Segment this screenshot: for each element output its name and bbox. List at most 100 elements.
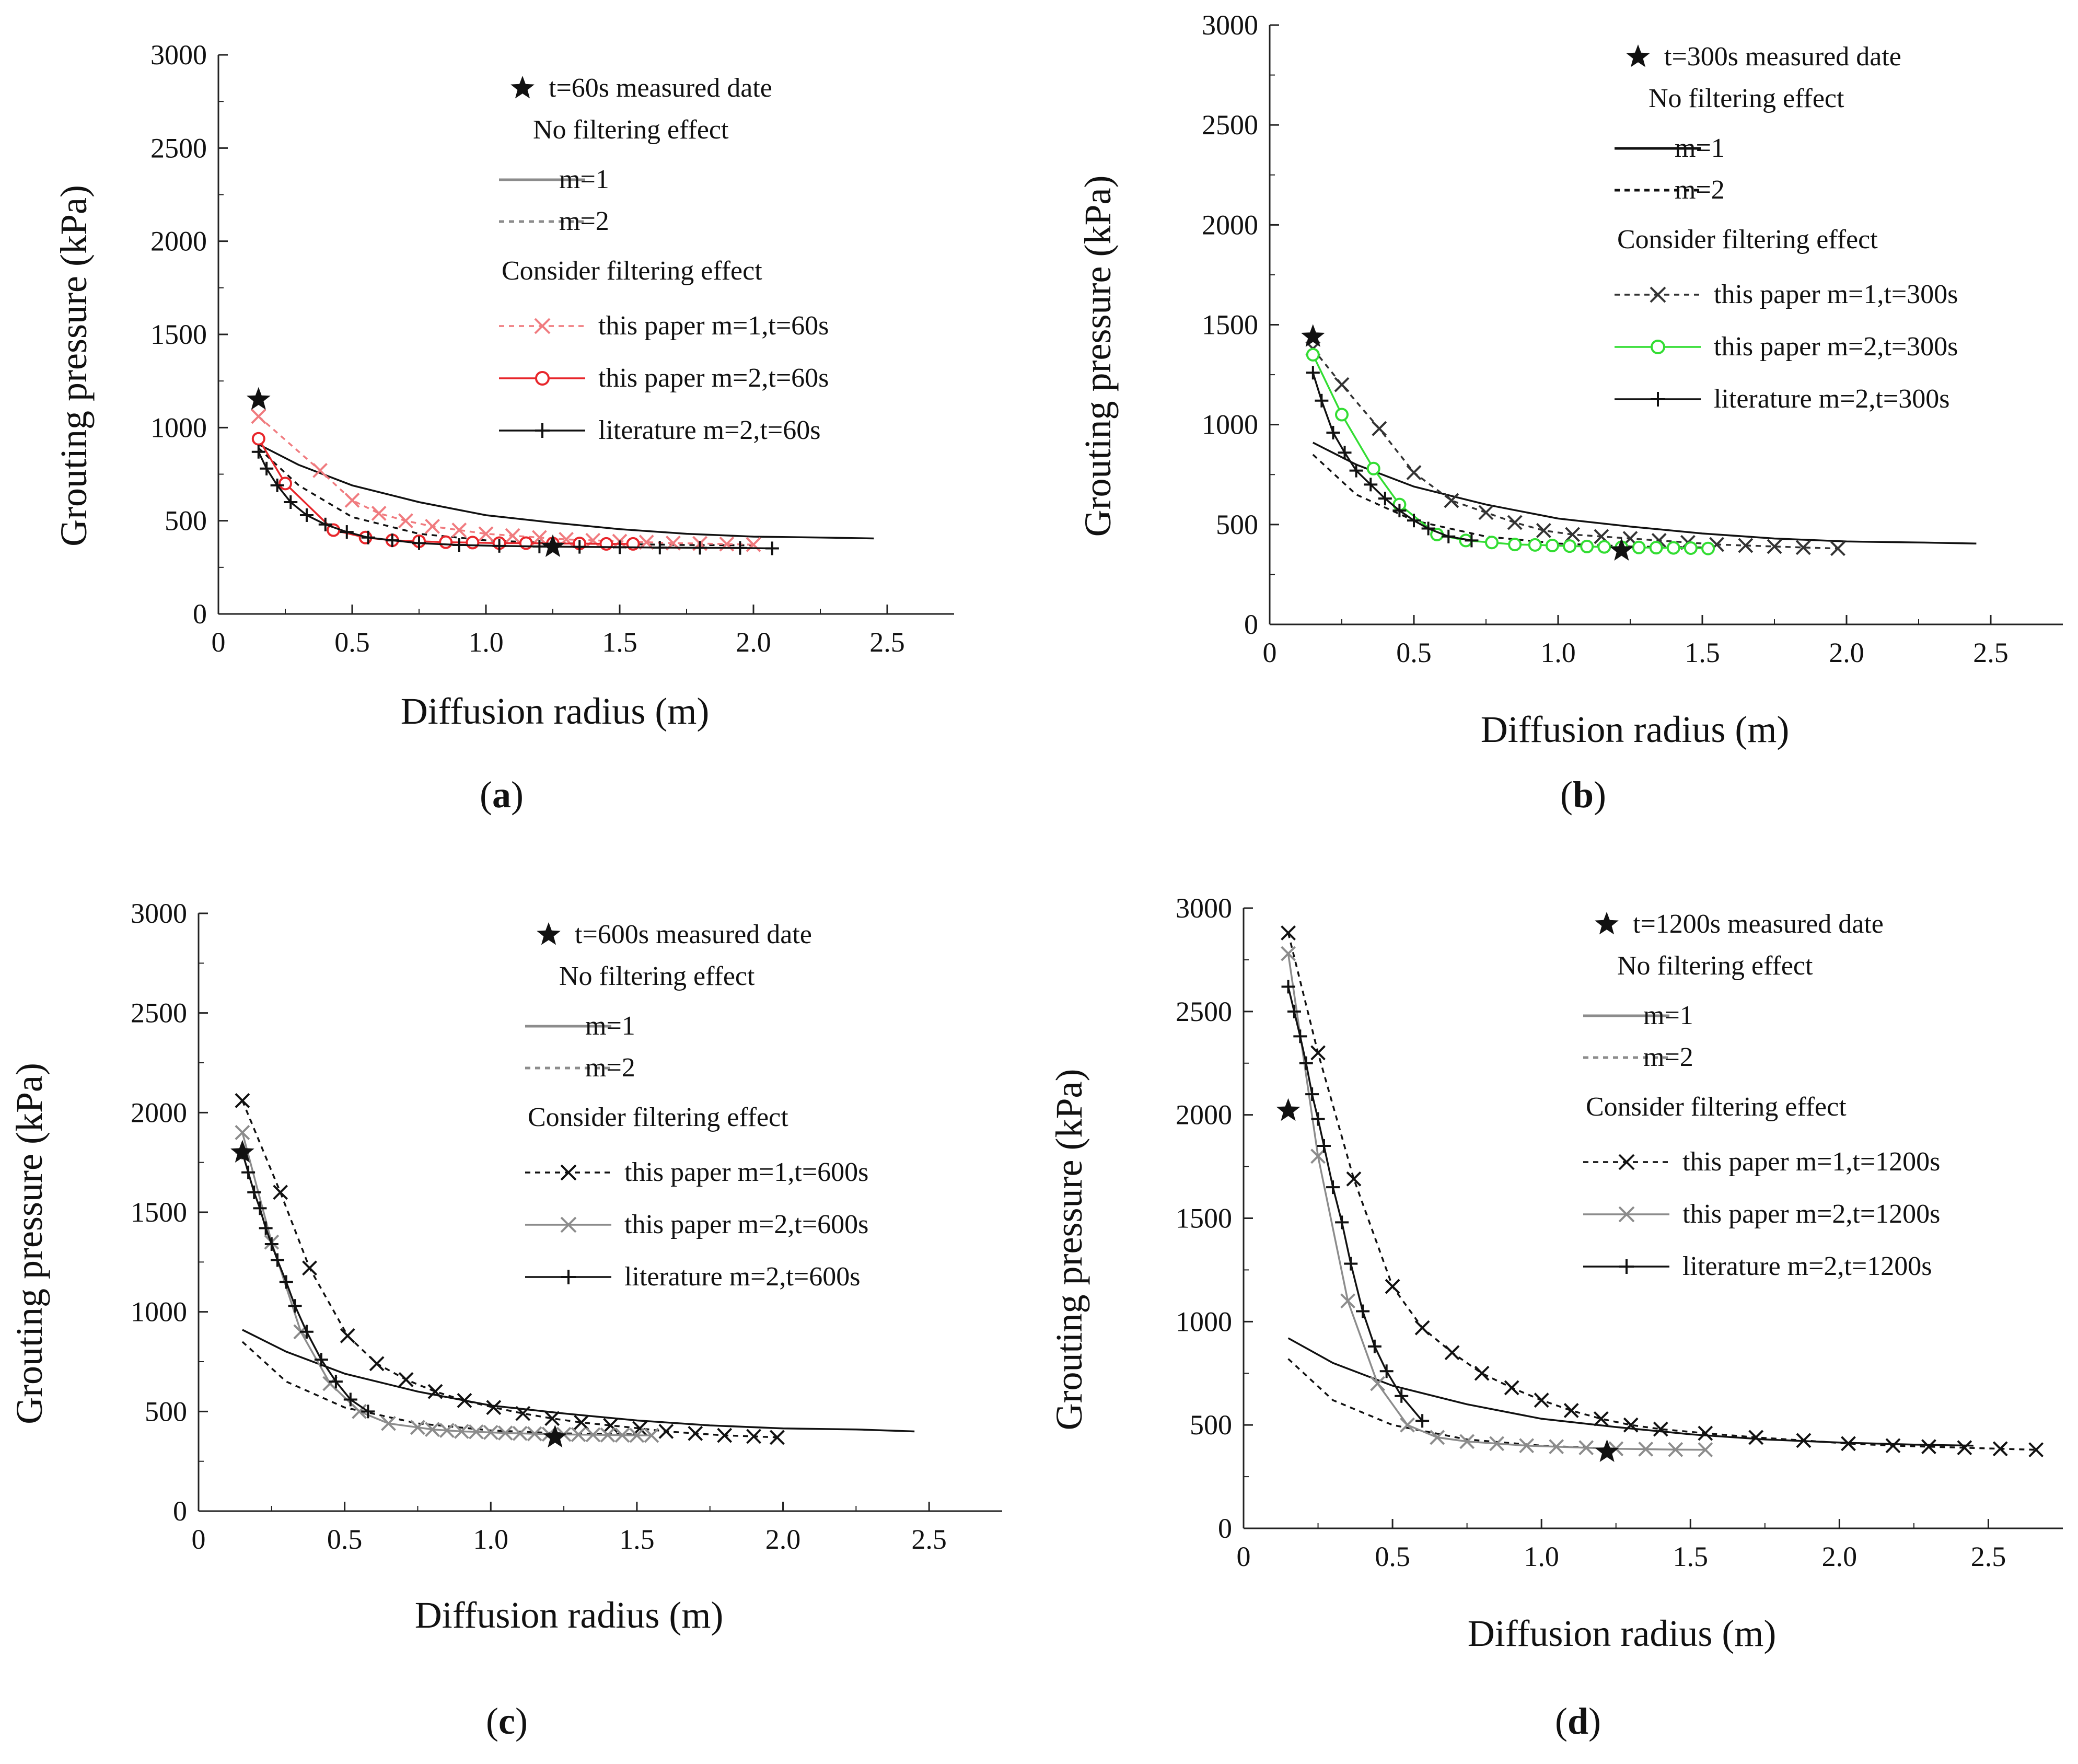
x-tick-label: 0 — [1237, 1541, 1251, 1572]
chart-panel-a: 0 0.5 1.0 1.5 2.0 2.5 0 500 1000 1500 2000 2500 3000… — [53, 39, 954, 816]
series-4-point-11-b — [1578, 1440, 1594, 1456]
panel-label: (d) — [1555, 1700, 1601, 1742]
x-tick-label: 1.0 — [468, 626, 504, 658]
series-3-point-9-b — [1565, 527, 1581, 542]
series-3-point-18-b — [746, 1429, 762, 1444]
legend-entry-4: m=2 — [1675, 175, 1725, 205]
series-4-point-19 — [1701, 541, 1715, 555]
x-tick-label: 2.0 — [1822, 1541, 1858, 1572]
series-3-point-6-b — [1444, 1345, 1460, 1361]
legend-entry-6: this paper m=1,t=60s — [598, 311, 829, 341]
series-line-1 — [258, 443, 874, 540]
x-tick-label: 1.5 — [602, 626, 637, 658]
series-4-point-5-b — [1400, 1417, 1415, 1433]
chart-panel-c: 0 0.5 1.0 1.5 2.0 2.5 0 500 1000 1500 2000 2500 3000… — [8, 898, 1002, 1742]
series-4-point-6-b — [381, 1415, 396, 1431]
x-tick-label: 2.5 — [869, 626, 905, 658]
measured-star-2 — [543, 1424, 567, 1448]
series-3-point-17-b — [717, 1428, 733, 1443]
legend-entry-8: literature m=2,t=60s — [598, 415, 820, 445]
series-3-point-7-b — [451, 523, 467, 538]
series-3-point-16-b — [688, 1425, 703, 1441]
measured-star-1 — [1301, 324, 1325, 347]
chart-panel-d: 0 0.5 1.0 1.5 2.0 2.5 0 500 1000 1500 2000 2500 3000… — [1048, 892, 2063, 1742]
panel-letter: a — [492, 774, 511, 816]
series-4-point-7 — [439, 535, 453, 549]
series-3-point-10-b — [1594, 529, 1609, 544]
series-3-point-18-b — [1885, 1438, 1901, 1454]
legend-entry-2: No filtering effect — [1649, 84, 1844, 113]
x-tick-label: 1.5 — [1685, 637, 1720, 668]
series-3-point-5-b — [369, 1356, 385, 1372]
series-3-point-3-b — [1346, 1171, 1362, 1187]
series-3-point-22-b — [2028, 1442, 2044, 1458]
series-3-point-17-b — [1795, 540, 1811, 555]
x-tick-label: 1.0 — [473, 1524, 509, 1555]
series-3-point-4-b — [371, 505, 387, 521]
legend-star-icon — [510, 76, 535, 99]
y-axis-title: Grouting pressure (kPa) — [8, 1063, 50, 1424]
series-3-point-8-b — [1536, 523, 1551, 538]
series-3-point-15-b — [1748, 1430, 1764, 1445]
legend-entry-8: literature m=2,t=1200s — [1682, 1251, 1932, 1281]
series-4-point-10-b — [454, 1424, 469, 1439]
series-3-point-2-b — [273, 1185, 288, 1200]
series-4-point-10 — [1545, 538, 1559, 552]
series-3-point-6-b — [425, 518, 440, 534]
legend-entry-5: Consider filtering effect — [1586, 1092, 1847, 1122]
series-line-5 — [1312, 372, 1472, 542]
series-3-point-7-b — [427, 1384, 443, 1399]
measured-star-1 — [1276, 1098, 1301, 1121]
series-4-point-9-b — [439, 1423, 455, 1438]
legend-star-icon — [1626, 44, 1650, 67]
legend-entry-7: this paper m=2,t=600s — [624, 1210, 868, 1239]
x-tick-label: 0 — [212, 626, 226, 658]
y-axis-title: Grouting pressure (kPa) — [53, 185, 95, 547]
x-tick-label: 2.5 — [1971, 1541, 2006, 1572]
series-3-point-6-b — [1478, 505, 1494, 520]
series-4-point-18-b — [571, 1427, 586, 1442]
y-tick-label: 2500 — [1202, 109, 1258, 141]
series-4-point-9-b — [1519, 1438, 1535, 1454]
x-axis-title: Diffusion radius (m) — [415, 1594, 724, 1636]
series-4-point-13-b — [1638, 1442, 1654, 1457]
series-3-point-18-b — [1830, 541, 1845, 556]
y-tick-label: 2500 — [150, 132, 207, 164]
y-tick-label: 3000 — [1202, 9, 1258, 41]
x-tick-label: 2.5 — [1973, 637, 2009, 668]
series-4-point-15-b — [1698, 1442, 1713, 1458]
y-tick-label: 1000 — [1176, 1306, 1232, 1337]
series-4-point-16 — [1649, 541, 1663, 555]
measured-star-2 — [1595, 1439, 1619, 1462]
series-3-point-1-b — [251, 409, 266, 424]
panel-letter: b — [1573, 774, 1594, 816]
series-4-point-9 — [1528, 538, 1542, 552]
series-3-point-3-b — [344, 493, 360, 508]
series-3-point-15-b — [1738, 538, 1754, 553]
x-tick-label: 0.5 — [1396, 637, 1432, 668]
series-3-point-8-b — [457, 1392, 472, 1408]
y-tick-label: 2000 — [150, 226, 207, 257]
x-tick-label: 0 — [192, 1524, 206, 1555]
series-4-point-15 — [1632, 540, 1646, 554]
x-tick-label: 1.5 — [619, 1524, 655, 1555]
series-4-point-5-b — [352, 1403, 367, 1419]
series-3-point-13-b — [1653, 1421, 1668, 1437]
y-tick-label: 1000 — [150, 412, 207, 443]
legend: t=1200s measured date No filtering effect… — [1583, 909, 1940, 1281]
series-3-point-19-b — [1921, 1439, 1936, 1455]
series-4-point-11 — [1563, 539, 1577, 553]
series-3-point-17-b — [1841, 1436, 1856, 1452]
y-tick-label: 1500 — [131, 1197, 187, 1228]
series-4-point-7-b — [410, 1420, 425, 1435]
legend-marker-7 — [535, 371, 550, 386]
series-4-point-19-b — [585, 1427, 601, 1443]
x-tick-label: 0.5 — [327, 1524, 363, 1555]
y-tick-label: 2000 — [1202, 209, 1258, 240]
y-tick-label: 0 — [173, 1495, 187, 1527]
y-tick-label: 3000 — [150, 39, 207, 71]
series-3-point-6-b — [398, 1372, 414, 1387]
x-tick-label: 0.5 — [334, 626, 370, 658]
series-4-point-7 — [1485, 536, 1499, 550]
